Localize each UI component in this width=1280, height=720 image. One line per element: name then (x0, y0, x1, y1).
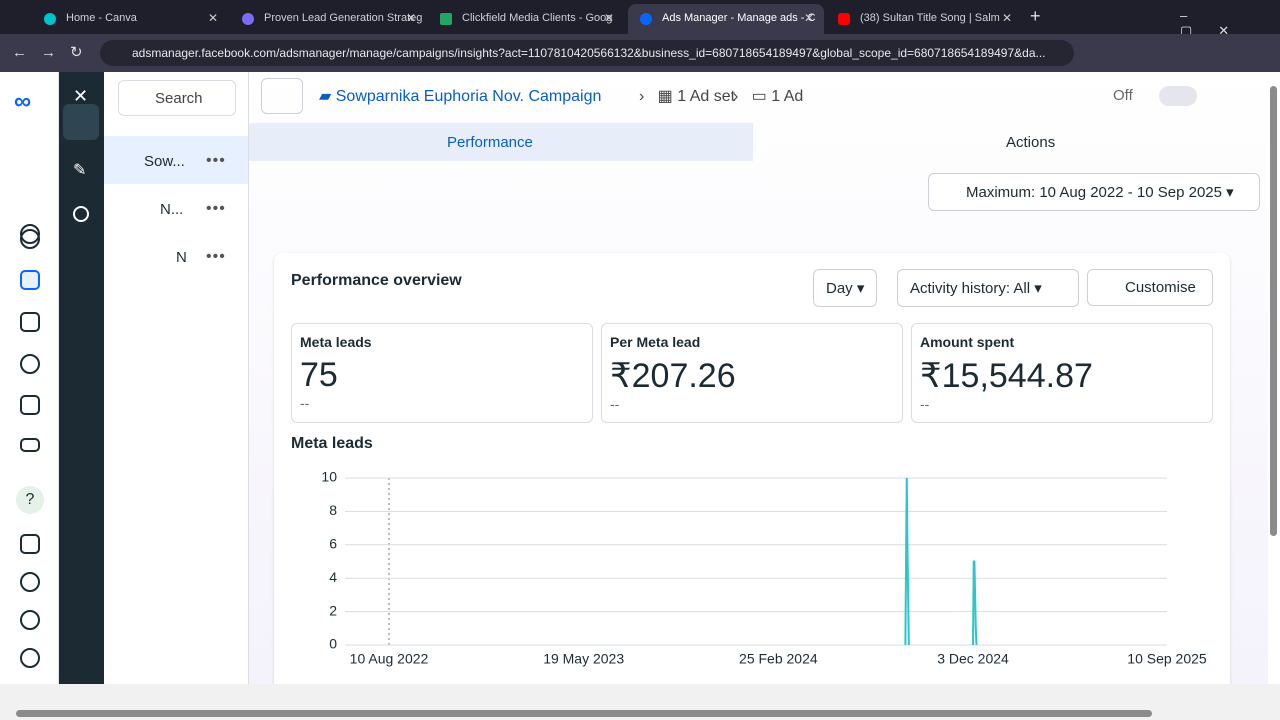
tab-title: Home - Canva (66, 12, 137, 24)
ad-name: 1 Ad (771, 88, 803, 105)
data-line (905, 478, 976, 645)
tab-title: Proven Lead Generation Strateg (264, 12, 422, 24)
x-tick-label: 3 Dec 2024 (937, 651, 1009, 667)
y-tick-label: 10 (321, 469, 337, 485)
metric-value: ₹15,544.87 (920, 356, 1204, 396)
help-icon[interactable]: ? (16, 486, 44, 514)
x-tick-label: 19 May 2023 (543, 651, 624, 667)
tree-item[interactable]: N (176, 249, 187, 266)
tree-item[interactable]: Sow... (144, 153, 185, 170)
nav-icon[interactable] (20, 270, 40, 290)
button-label: Activity history: All (910, 280, 1030, 297)
nav-icon[interactable] (20, 438, 40, 452)
tab[interactable]: Proven Lead Generation Strateg✕ (230, 4, 426, 34)
more-menu[interactable]: ••• (206, 152, 226, 170)
metric-label: Amount spent (920, 334, 1204, 350)
scrollbar (0, 684, 1280, 720)
nav-icon[interactable] (20, 312, 40, 332)
adset-crumb[interactable]: › ▦ 1 Ad set (639, 86, 735, 106)
button-label: Customise (1125, 279, 1196, 296)
status-toggle[interactable] (1159, 86, 1197, 106)
meta-logo: ∞ (14, 88, 31, 116)
view-tab[interactable]: Actions (1006, 134, 1055, 151)
chart-title: Meta leads (291, 435, 373, 453)
ad-crumb[interactable]: › ▭ 1 Ad (733, 86, 803, 106)
metric-card: Amount spent ₹15,544.87-- (911, 323, 1213, 423)
new-tab[interactable]: + (1030, 6, 1041, 27)
panel-toggle[interactable] (261, 78, 303, 114)
date-range-text: Maximum: 10 Aug 2022 - 10 Sep 2025 (966, 184, 1222, 201)
search-field[interactable]: Search (118, 80, 236, 116)
metric-value: 75 (300, 356, 584, 395)
url-field[interactable]: adsmanager.facebook.com/adsmanager/manag… (100, 40, 1074, 66)
charts-icon[interactable] (63, 104, 99, 140)
y-tick-label: 2 (329, 602, 337, 618)
y-tick-label: 0 (329, 636, 337, 652)
scroll-thumb[interactable] (16, 710, 1152, 717)
x-tick-label: 25 Feb 2024 (739, 651, 818, 667)
metric-card: Per Meta lead ₹207.26-- (601, 323, 903, 423)
tab[interactable]: (38) Sultan Title Song | Salm✕ (826, 4, 1022, 34)
app-nav: ∞ ? (0, 72, 59, 684)
tab-title: Ads Manager - Manage ads - C (662, 12, 815, 24)
tab-title: Clickfield Media Clients - Goog (462, 12, 612, 24)
tree-item[interactable]: N... (160, 201, 183, 218)
breakdown-select[interactable]: Day ▾ (813, 269, 877, 307)
x-tick-label: 10 Aug 2022 (350, 651, 429, 667)
adset-name: 1 Ad set (677, 88, 735, 105)
metric-change: -- (920, 396, 1204, 412)
campaign-crumb[interactable]: ▰ Sowparnika Euphoria Nov. Campaign (319, 86, 601, 106)
tab-bar: Home - Canva✕ Proven Lead Generation Str… (0, 0, 1280, 34)
nav-icon[interactable] (20, 648, 40, 668)
nav-icon[interactable] (20, 572, 40, 592)
scroll-thumb[interactable] (1270, 86, 1277, 536)
nav-icon[interactable] (20, 354, 40, 374)
nav-icon[interactable] (20, 395, 40, 415)
y-tick-label: 6 (329, 536, 337, 552)
history-icon[interactable] (73, 206, 89, 222)
tool-nav: ✕ ✎ (59, 72, 104, 684)
campaign-name: Sowparnika Euphoria Nov. Campaign (336, 88, 602, 105)
metric-card: Meta leads 75-- (291, 323, 593, 423)
metric-label: Meta leads (300, 334, 584, 350)
nav-icon[interactable] (20, 610, 40, 630)
edit-icon[interactable]: ✎ (73, 160, 86, 180)
overview-title: Performance overview (291, 272, 462, 290)
date-range[interactable]: Maximum: 10 Aug 2022 - 10 Sep 2025 ▾ (928, 173, 1260, 211)
tab[interactable]: Home - Canva✕ (32, 4, 228, 34)
tab[interactable]: Ads Manager - Manage ads - C✕ (628, 4, 824, 34)
metric-label: Per Meta lead (610, 334, 894, 350)
nav-icon[interactable] (20, 229, 40, 249)
metric-value: ₹207.26 (610, 356, 894, 396)
button-label: Day (826, 280, 853, 297)
tree-panel: Search Sow... N... N ••• ••• ••• (104, 72, 249, 684)
tab-title: (38) Sultan Title Song | Salm (860, 12, 1000, 24)
y-tick-label: 4 (329, 569, 337, 585)
more-menu[interactable]: ••• (206, 248, 226, 266)
metric-change: -- (610, 396, 894, 412)
activity-select[interactable]: Activity history: All ▾ (897, 269, 1079, 307)
metric-change: -- (300, 395, 584, 411)
view-tab[interactable]: Performance (249, 123, 753, 161)
status-label: Off (1113, 87, 1133, 104)
x-tick-label: 10 Sep 2025 (1127, 651, 1207, 667)
nav-icon[interactable] (20, 534, 40, 554)
nav-buttons[interactable]: ←→↻ (12, 43, 97, 61)
chart: 0 2 4 6 8 10 10 Aug 2022 19 May 2023 25 Feb 2024… (290, 460, 1229, 684)
y-tick-label: 8 (329, 502, 337, 518)
tab[interactable]: Clickfield Media Clients - Goog✕ (428, 4, 624, 34)
more-menu[interactable]: ••• (206, 200, 226, 218)
customise-button[interactable]: Customise (1087, 269, 1213, 306)
